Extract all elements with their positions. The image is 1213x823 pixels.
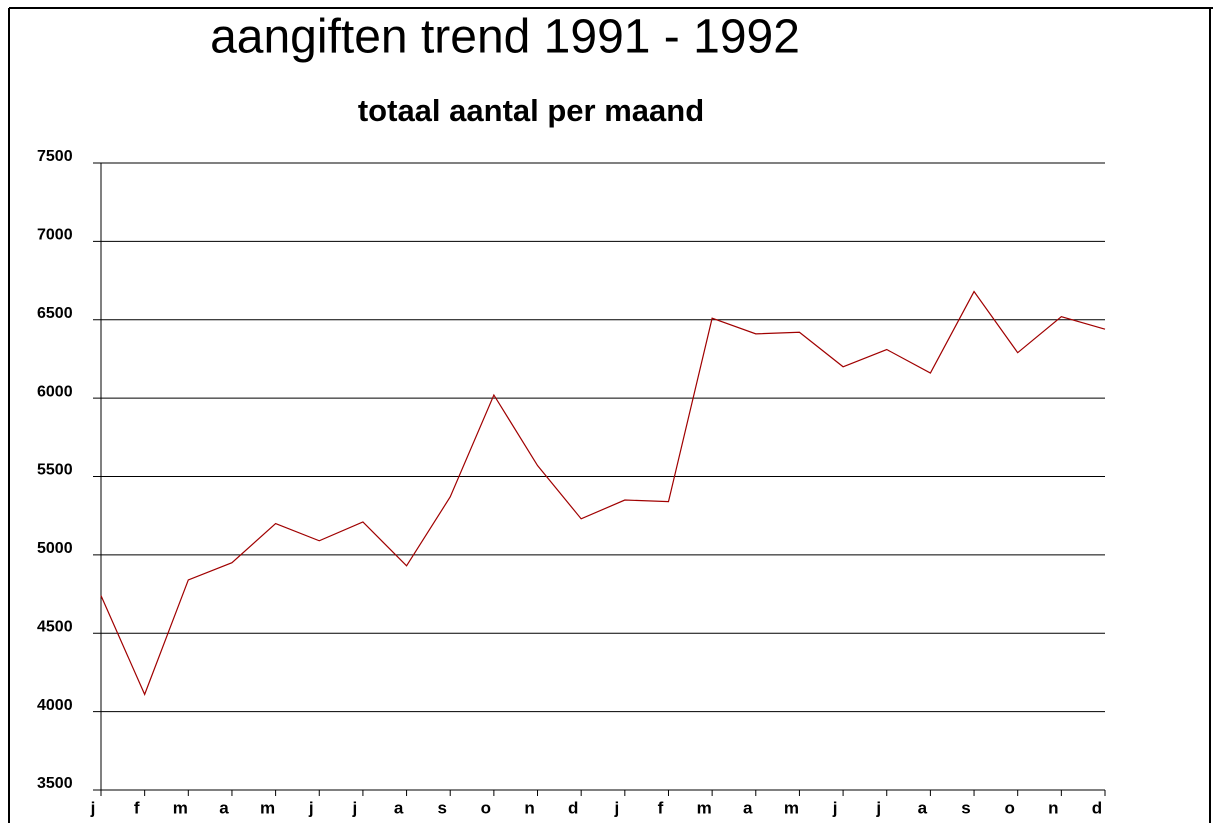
y-tick-label: 5500 [37,462,73,479]
x-tick-label: a [219,798,229,817]
x-tick-label: s [437,798,446,817]
y-tick-label: 7500 [37,148,73,165]
chart-subtitle: totaal aantal per maand [358,93,704,128]
x-tick-label: o [481,798,491,817]
y-tick-label: 5000 [37,540,73,557]
x-tick-label: a [394,798,404,817]
x-tick-label: d [568,798,578,817]
x-tick-label: j [90,798,96,817]
y-tick-label: 6500 [37,305,73,322]
y-tick-label: 3500 [37,775,73,792]
x-tick-label: a [918,798,928,817]
y-tick-label: 7000 [37,227,73,244]
x-tick-label: s [961,798,970,817]
x-tick-label: n [1048,798,1058,817]
y-tick-label: 4500 [37,618,73,635]
x-tick-label: o [1005,798,1015,817]
x-tick-label: f [134,798,140,817]
y-tick-label: 4000 [37,697,73,714]
x-tick-label: j [308,798,314,817]
x-tick-label: m [697,798,712,817]
x-tick-label: j [613,798,619,817]
chart-title: aangiften trend 1991 - 1992 [210,11,800,64]
x-tick-label: j [875,798,881,817]
x-tick-label: a [743,798,753,817]
x-tick-label: n [524,798,534,817]
x-tick-label: f [658,798,664,817]
x-tick-label: m [260,798,275,817]
y-tick-label: 6000 [37,383,73,400]
x-tick-label: j [352,798,358,817]
x-tick-label: m [173,798,188,817]
x-tick-label: m [784,798,799,817]
x-tick-label: j [832,798,838,817]
x-tick-label: d [1092,798,1102,817]
data-line [100,290,1106,696]
